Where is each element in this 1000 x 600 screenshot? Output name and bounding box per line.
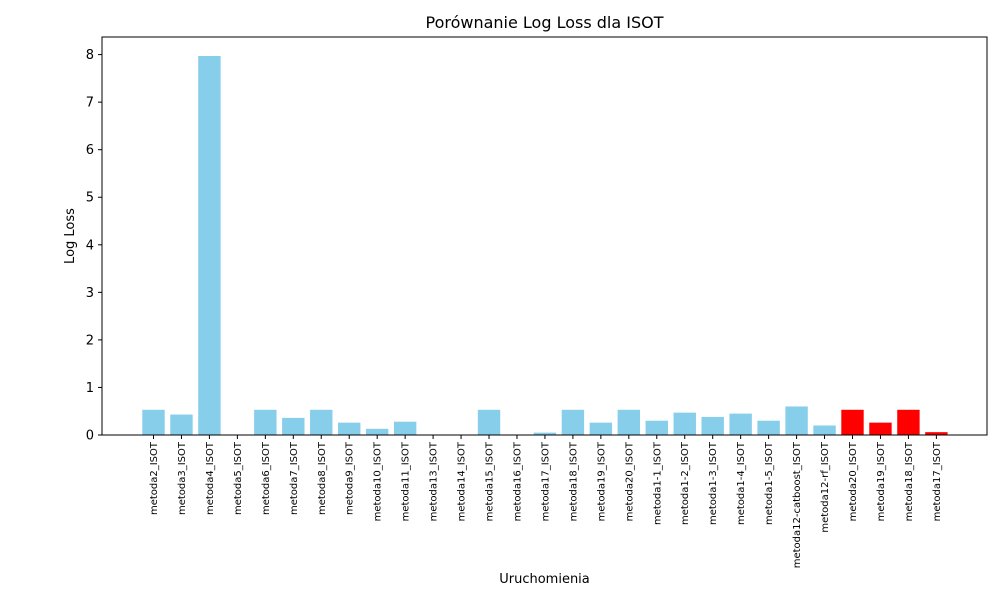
x-tick-label: metoda1-4_ISOT <box>736 441 747 525</box>
x-tick-label: metoda18_ISOT <box>904 441 915 521</box>
bar-3 <box>198 56 221 436</box>
x-tick-label: metoda16_ISOT <box>512 441 523 521</box>
bar-20 <box>673 412 696 435</box>
plot-frame <box>101 36 988 436</box>
x-tick-label: metoda17_ISOT <box>540 441 551 521</box>
bar-27 <box>869 422 892 435</box>
x-tick-label: metoda10_ISOT <box>373 441 384 521</box>
bar-16 <box>561 409 585 435</box>
bar-26 <box>841 409 864 435</box>
x-tick-label: metoda4_ISOT <box>205 441 216 515</box>
bar-8 <box>338 422 361 435</box>
x-tick-label: metoda6_ISOT <box>261 441 272 515</box>
x-tick-label: metoda13_ISOT <box>429 441 440 521</box>
x-tick-label: metoda19_ISOT <box>596 441 607 521</box>
bar-13 <box>477 409 501 435</box>
x-tick-label: metoda1-3_ISOT <box>708 441 719 525</box>
bar-7 <box>310 409 333 435</box>
x-tick-label: metoda7_ISOT <box>289 441 300 515</box>
bar-15 <box>533 432 557 435</box>
y-tick-label: 7 <box>86 96 94 111</box>
x-tick-label: metoda3_ISOT <box>177 441 188 515</box>
y-tick-label: 6 <box>86 143 94 158</box>
x-tick-label: metoda2_ISOT <box>149 441 160 515</box>
bar-1 <box>142 409 165 435</box>
bars-group <box>142 56 948 436</box>
x-tick-label: metoda12-rf_ISOT <box>820 441 831 533</box>
x-tick-label: metoda11_ISOT <box>401 441 412 521</box>
x-tick-label: metoda18_ISOT <box>568 441 579 521</box>
x-tick-label: metoda20_ISOT <box>624 441 635 521</box>
bar-29 <box>925 432 948 435</box>
y-tick-label: 3 <box>86 286 94 301</box>
chart-title: Porównanie Log Loss dla ISOT <box>425 13 663 32</box>
x-tick-label: metoda5_ISOT <box>233 441 244 515</box>
x-tick-label: metoda19_ISOT <box>876 441 887 521</box>
x-axis-label: Uruchomienia <box>499 572 590 587</box>
y-tick-label: 1 <box>86 381 94 396</box>
bar-21 <box>701 416 724 435</box>
y-tick-label: 0 <box>86 429 94 444</box>
x-tick-label: metoda1-2_ISOT <box>680 441 691 525</box>
bar-2 <box>170 414 193 435</box>
bar-25 <box>813 425 836 435</box>
bar-23 <box>757 420 780 435</box>
bar-28 <box>897 409 920 435</box>
bar-6 <box>282 417 305 435</box>
bar-22 <box>729 413 752 435</box>
y-tick-label: 2 <box>86 333 94 348</box>
bar-18 <box>617 409 641 435</box>
bar-17 <box>589 422 613 435</box>
bar-24 <box>785 406 808 435</box>
x-tick-label: metoda20_ISOT <box>848 441 859 521</box>
x-tick-label: metoda8_ISOT <box>317 441 328 515</box>
bar-19 <box>645 420 668 435</box>
x-tick-label: metoda9_ISOT <box>345 441 356 515</box>
x-axis-ticks: metoda2_ISOT metoda3_ISOT metoda4_ISOT meto… <box>149 435 943 568</box>
x-tick-label: metoda1-5_ISOT <box>764 441 775 525</box>
x-tick-label: metoda1-1_ISOT <box>652 441 663 525</box>
x-tick-label: metoda14_ISOT <box>457 441 468 521</box>
x-tick-label: metoda15_ISOT <box>485 441 496 521</box>
y-tick-label: 4 <box>86 238 94 253</box>
y-tick-label: 5 <box>86 191 94 206</box>
x-tick-label: metoda12-catboost_ISOT <box>792 441 803 568</box>
x-tick-label: metoda17_ISOT <box>932 441 943 521</box>
bar-10 <box>393 421 417 435</box>
y-axis-label: Log Loss <box>63 208 78 264</box>
y-axis-ticks: 0 1 2 3 4 5 6 7 8 <box>86 48 102 444</box>
bar-9 <box>365 428 389 435</box>
bar-5 <box>254 409 277 435</box>
y-tick-label: 8 <box>86 48 94 63</box>
